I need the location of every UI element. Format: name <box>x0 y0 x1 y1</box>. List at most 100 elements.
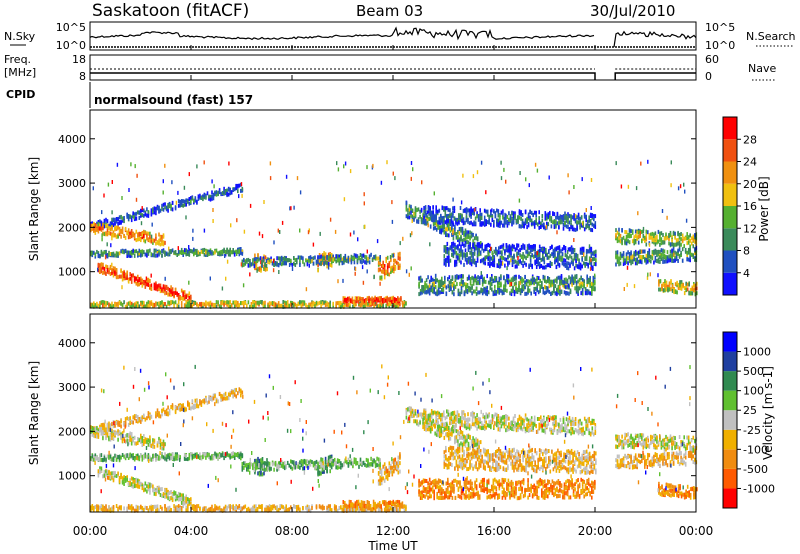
range-gate-cell <box>338 303 341 308</box>
range-gate-cell <box>232 188 234 192</box>
range-gate-cell <box>569 280 572 285</box>
range-gate-cell <box>473 220 475 225</box>
range-gate-cell <box>203 247 206 252</box>
range-gate-cell <box>127 250 130 255</box>
range-gate-cell <box>520 244 523 249</box>
range-gate-cell <box>473 236 476 241</box>
range-gate-cell <box>502 209 504 214</box>
range-gate-cell <box>458 258 461 263</box>
range-gate-cell <box>211 190 213 195</box>
range-gate-cell <box>615 262 617 267</box>
range-gate-cell <box>118 215 121 220</box>
range-gate-cell <box>124 304 127 309</box>
range-gate-cell <box>393 263 395 268</box>
range-gate-cell <box>582 261 585 266</box>
range-gate-cell <box>177 190 179 195</box>
range-gate-cell <box>650 232 652 237</box>
range-gate-cell <box>645 237 648 242</box>
range-gate-cell <box>174 405 177 410</box>
range-gate-cell <box>426 215 429 220</box>
range-gate-cell <box>590 261 593 265</box>
range-gate-cell <box>433 290 435 295</box>
range-gate-cell <box>452 254 455 259</box>
range-gate-cell <box>549 210 551 215</box>
range-gate-cell <box>250 302 253 306</box>
range-gate-cell <box>97 254 100 259</box>
range-gate-cell <box>461 231 464 235</box>
range-gate-cell <box>565 291 567 296</box>
range-gate-cell <box>471 222 474 227</box>
range-gate-cell <box>513 259 515 264</box>
range-gate-cell <box>149 279 151 283</box>
range-gate-cell <box>168 246 170 251</box>
range-gate-cell <box>593 223 595 228</box>
range-gate-cell <box>641 239 643 244</box>
colorbar-segment <box>723 250 737 273</box>
range-gate-cell <box>220 252 222 257</box>
range-gate-cell <box>144 252 147 257</box>
range-gate-cell <box>679 184 682 189</box>
range-gate-cell <box>636 261 638 266</box>
range-gate-cell <box>544 275 546 280</box>
range-gate-cell <box>112 424 115 429</box>
range-gate-cell <box>650 235 652 240</box>
range-gate-cell <box>561 220 563 225</box>
range-gate-cell <box>558 225 560 230</box>
range-gate-cell <box>408 207 411 212</box>
range-gate-cell <box>311 304 313 308</box>
range-gate-cell <box>516 290 519 294</box>
range-gate-cell <box>473 258 476 263</box>
range-gate-cell <box>133 278 136 282</box>
range-gate-cell <box>669 232 672 237</box>
range-gate-cell <box>102 426 104 431</box>
range-gate-cell <box>681 238 684 243</box>
range-gate-cell <box>137 237 139 242</box>
range-gate-cell <box>499 245 502 250</box>
range-gate-cell <box>291 267 294 271</box>
range-gate-cell <box>174 250 177 254</box>
range-gate-cell <box>379 304 381 309</box>
range-gate-cell <box>162 302 165 306</box>
range-gate-cell <box>299 260 301 265</box>
range-gate-cell <box>132 214 134 219</box>
range-gate-cell <box>428 211 430 216</box>
range-gate-cell <box>105 427 107 432</box>
range-gate-cell <box>138 304 141 309</box>
range-gate-cell <box>647 259 649 264</box>
range-gate-cell <box>564 211 566 216</box>
range-gate-cell <box>127 214 130 218</box>
range-gate-cell <box>282 300 284 304</box>
range-gate-cell <box>153 238 156 243</box>
range-gate-cell <box>147 438 150 443</box>
range-gate-cell <box>240 188 242 193</box>
range-gate-cell <box>93 430 95 435</box>
range-gate-cell <box>291 262 294 267</box>
range-gate-cell <box>416 208 418 212</box>
range-gate-cell <box>144 212 147 217</box>
range-gate-cell <box>568 275 570 280</box>
range-gate-cell <box>93 226 95 231</box>
range-gate-cell <box>489 263 491 268</box>
range-gate-cell <box>211 302 213 307</box>
freq-right-tick-bottom: 0 <box>705 70 712 83</box>
range-gate-cell <box>513 289 516 294</box>
range-gate-cell <box>430 278 432 283</box>
range-gate-cell <box>472 239 474 244</box>
range-gate-cell <box>227 187 230 192</box>
range-gate-cell <box>587 290 590 295</box>
range-gate-cell <box>171 248 174 253</box>
range-gate-cell <box>619 261 622 266</box>
range-gate-cell <box>594 221 597 226</box>
range-gate-cell <box>475 245 477 250</box>
range-gate-cell <box>106 254 109 259</box>
range-gate-cell <box>354 267 357 271</box>
range-gate-cell <box>504 263 506 268</box>
range-gate-cell <box>470 234 473 239</box>
range-gate-cell <box>447 207 450 212</box>
range-gate-cell <box>136 173 138 178</box>
range-gate-cell <box>250 304 253 309</box>
range-gate-cell <box>91 223 94 228</box>
freq-right-tick-top: 60 <box>705 53 719 66</box>
range-gate-cell <box>124 248 127 253</box>
